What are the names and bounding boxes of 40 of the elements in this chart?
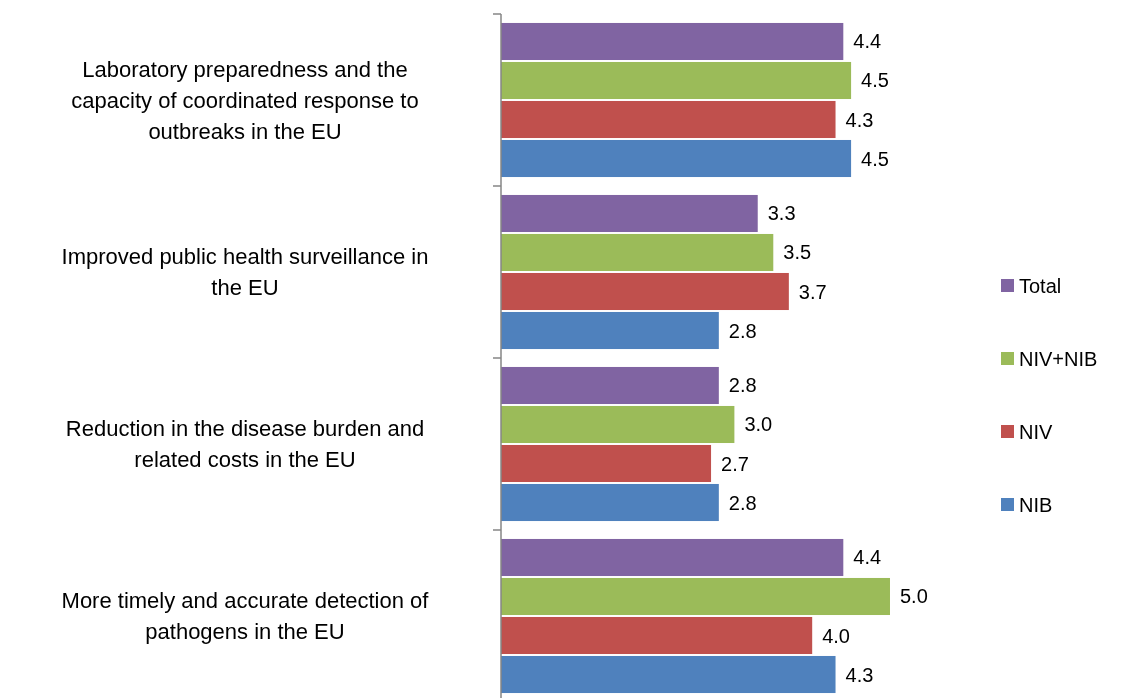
bar <box>501 100 836 139</box>
bar <box>501 22 844 61</box>
bar <box>501 655 836 694</box>
bar <box>501 444 712 483</box>
bar <box>501 483 719 522</box>
data-label: 4.5 <box>861 147 889 170</box>
bar <box>501 616 813 655</box>
bar <box>501 366 719 405</box>
y-tick-label: More timely and accurate detection of pathogens in the EU <box>61 588 430 645</box>
bar <box>501 311 719 350</box>
y-tick-label: Improved public health surveillance in the EU <box>61 244 429 301</box>
bar <box>501 139 852 178</box>
bar <box>501 233 774 272</box>
bar <box>501 194 758 233</box>
y-tick-label: Laboratory preparedness and the capacity of coordinated response to outbreaks in the EU <box>71 56 419 144</box>
legend-label: NIV <box>1019 421 1053 443</box>
data-label: 4.3 <box>845 663 874 686</box>
data-label: 3.5 <box>783 241 812 264</box>
bar <box>501 61 852 100</box>
data-label: 4.4 <box>853 546 882 569</box>
bar <box>501 577 890 616</box>
data-label: 3.3 <box>767 202 796 225</box>
data-label: 3.7 <box>798 280 827 303</box>
legend-label: Total <box>1019 275 1062 297</box>
data-label: 4.3 <box>845 108 874 131</box>
bar <box>501 538 844 577</box>
data-label: 4.4 <box>853 30 882 53</box>
data-label: 4.5 <box>861 69 889 92</box>
y-tick-label: Reduction in the disease burden and related costs in the EU <box>65 416 425 473</box>
bar <box>501 405 735 444</box>
data-label: 5.0 <box>899 585 928 608</box>
data-label: 2.8 <box>728 319 757 342</box>
legend-label: NIV+NIB <box>1019 348 1098 370</box>
data-label: 2.8 <box>728 374 757 397</box>
bar <box>501 272 789 311</box>
data-label: 3.0 <box>744 413 773 436</box>
data-label: 4.0 <box>822 624 850 647</box>
data-label: 2.8 <box>728 491 757 514</box>
legend-label: NIB <box>1019 494 1053 516</box>
data-label: 2.7 <box>721 452 749 475</box>
